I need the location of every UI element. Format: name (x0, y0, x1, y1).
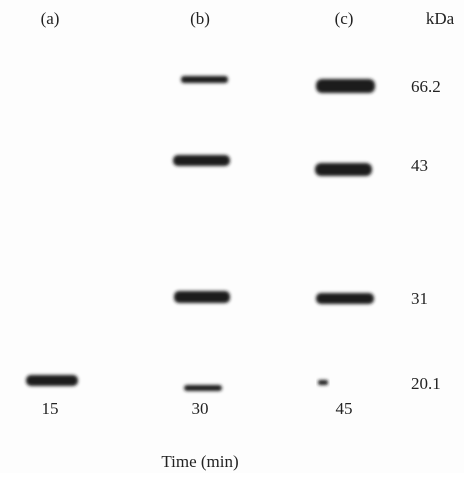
marker-label: 66.2 (411, 77, 441, 96)
time-label: 30 (192, 399, 209, 418)
band (316, 293, 374, 304)
marker-label: 31 (411, 289, 428, 308)
band (174, 291, 230, 303)
gel-figure: (a) (b) (c) kDa 66.2 43 31 20.1 15 30 45… (0, 0, 464, 473)
band (173, 155, 230, 166)
band (316, 79, 375, 93)
lane-label: (b) (190, 9, 210, 28)
marker-label: 20.1 (411, 374, 441, 393)
background (0, 0, 464, 473)
time-label: 45 (336, 399, 353, 418)
band (318, 380, 328, 385)
band (184, 385, 222, 391)
marker-label: 43 (411, 156, 428, 175)
unit-label: kDa (426, 9, 455, 28)
band (181, 76, 228, 83)
lane-label: (a) (41, 9, 60, 28)
band (315, 163, 372, 176)
time-label: 15 (42, 399, 59, 418)
lane-label: (c) (335, 9, 354, 28)
axis-label: Time (min) (161, 452, 238, 471)
band (26, 375, 78, 386)
